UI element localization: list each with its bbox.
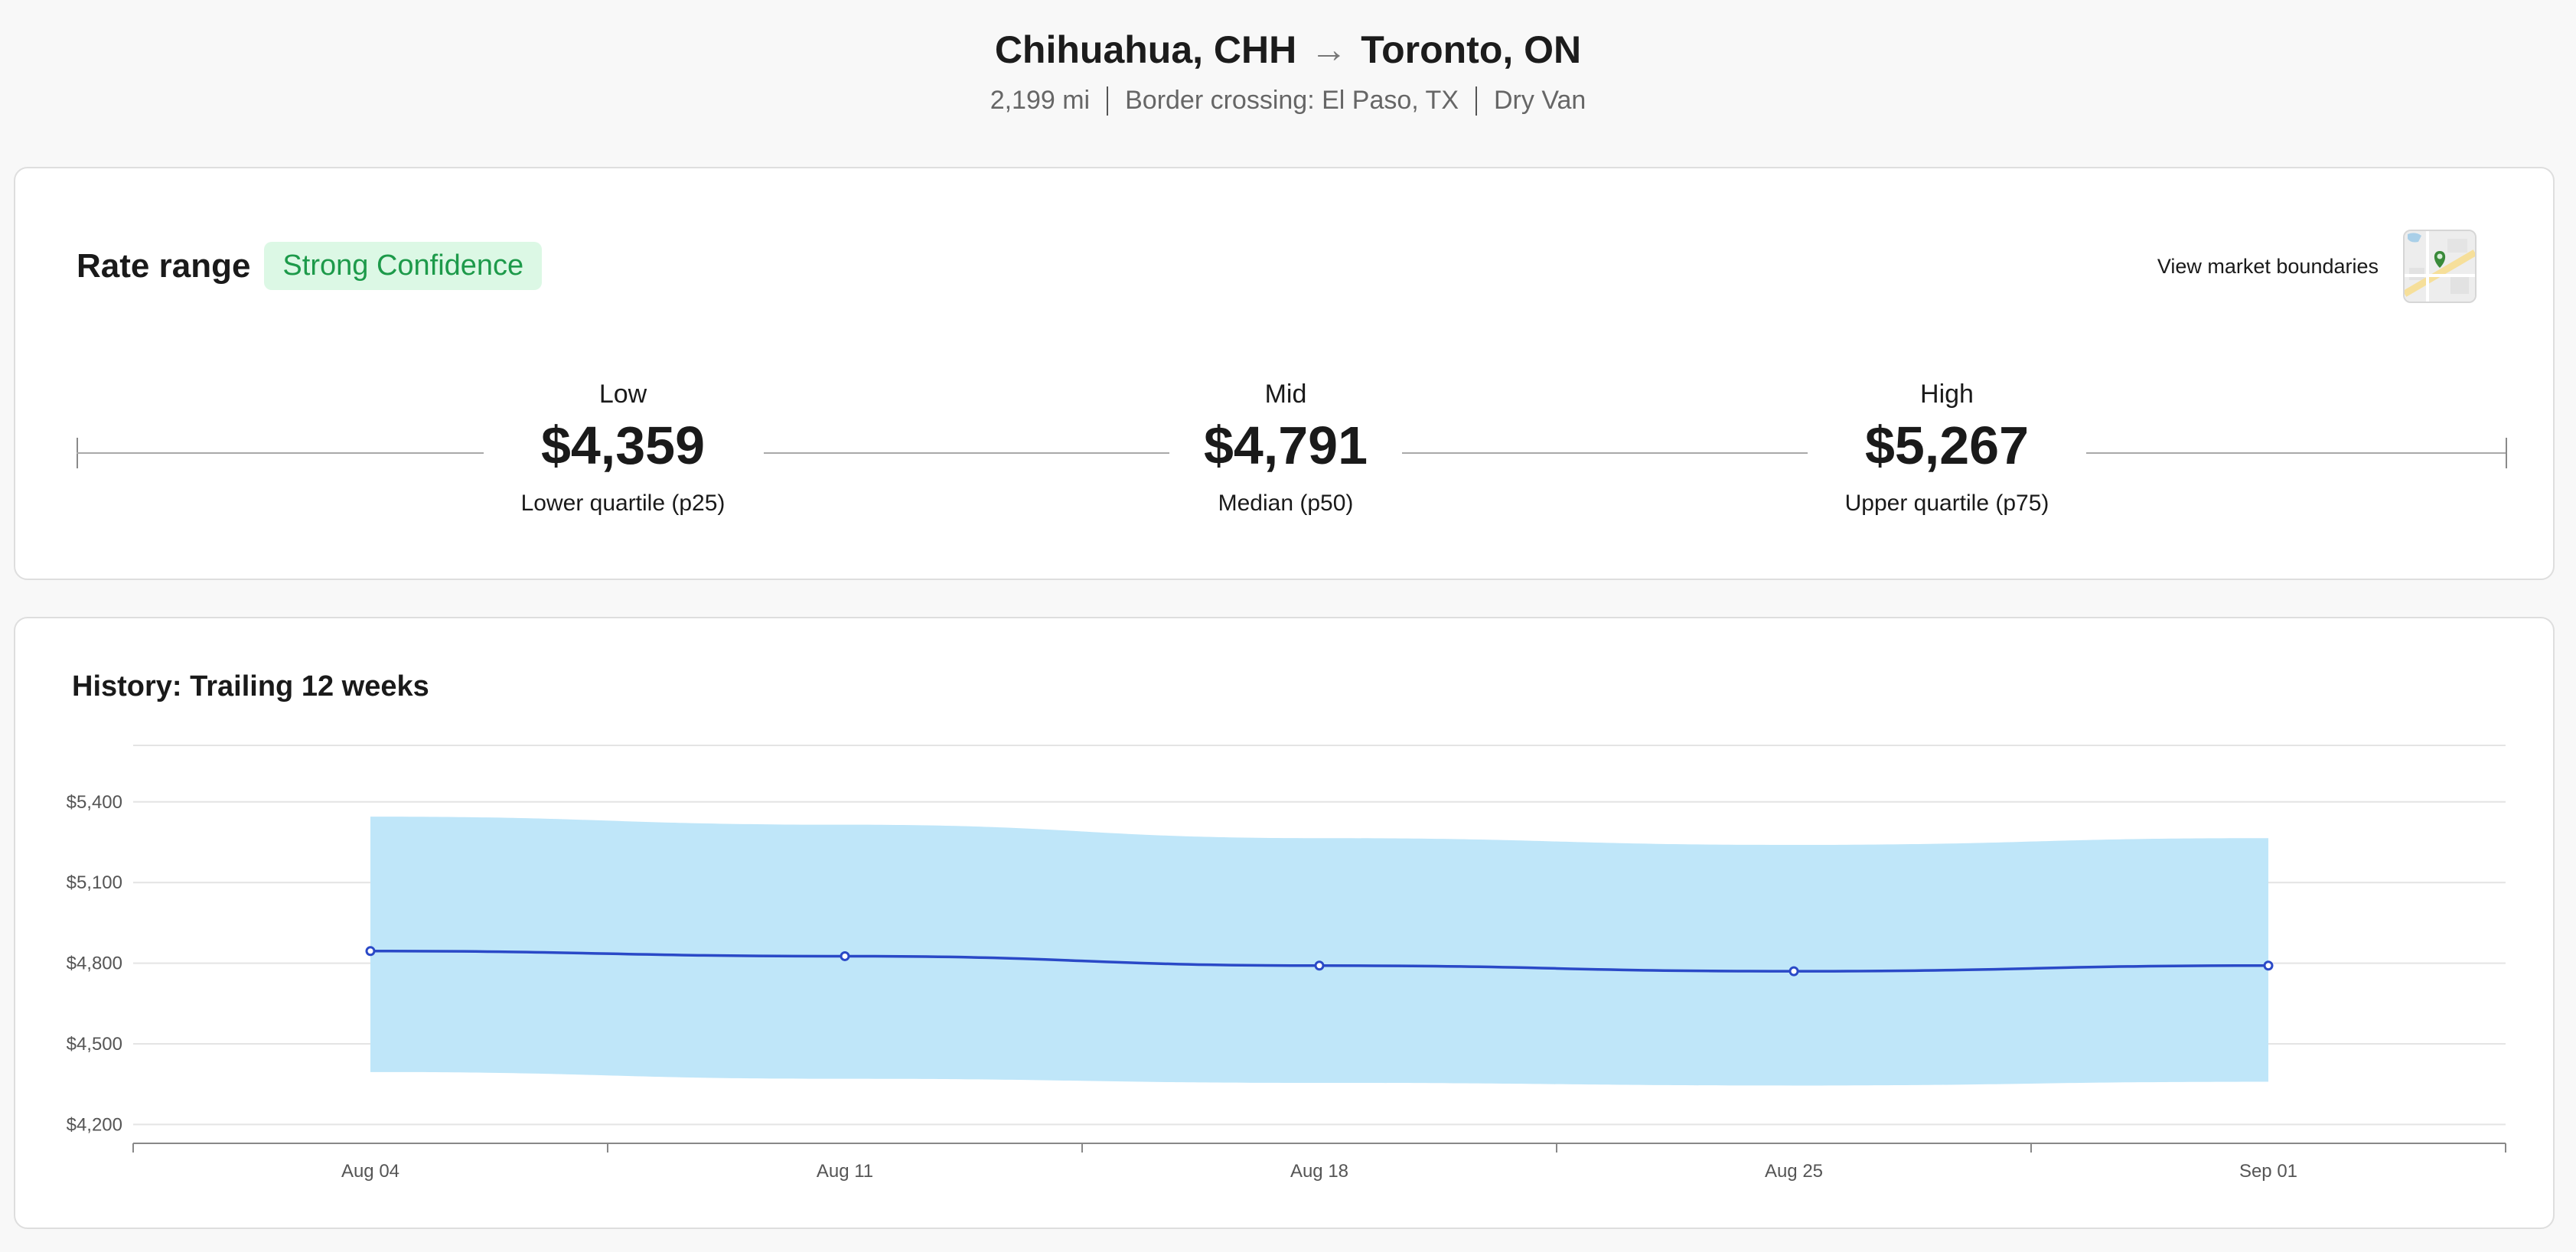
rate-range-title: Rate range — [77, 246, 251, 285]
meta-divider — [1475, 86, 1477, 116]
median-point — [1789, 966, 1799, 976]
x-tick-label: Aug 18 — [1290, 1161, 1348, 1182]
rate-high-value: $5,267 — [1864, 416, 2030, 475]
map-pin-thumbnail-icon[interactable] — [2403, 230, 2477, 303]
median-point — [2263, 960, 2274, 971]
route-meta: 2,199 mi Border crossing: El Paso, TX Dr… — [990, 86, 1586, 116]
arrow-right-icon: → — [1310, 29, 1348, 70]
rate-range-heading: Rate range Strong Confidence — [77, 242, 543, 290]
range-track — [2086, 452, 2506, 454]
meta-divider — [1107, 86, 1109, 116]
x-tick-label: Sep 01 — [2239, 1161, 2297, 1182]
y-tick-label: $4,200 — [67, 1114, 122, 1135]
range-track — [764, 452, 1169, 454]
destination-label: Toronto, ON — [1361, 28, 1582, 71]
route-header: Chihuahua, CHH → Toronto, ON 2,199 mi Bo… — [0, 28, 2576, 116]
rate-high: High $5,267 Upper quartile (p75) — [1794, 380, 2100, 517]
rate-mid-label: Mid — [1264, 380, 1307, 409]
median-point — [1314, 960, 1325, 971]
distance-text: 2,199 mi — [990, 86, 1091, 115]
view-market-boundaries-label[interactable]: View market boundaries — [2157, 254, 2379, 278]
y-tick-label: $5,400 — [67, 792, 122, 813]
history-title: History: Trailing 12 weeks — [72, 670, 429, 703]
y-tick-label: $4,500 — [67, 1034, 122, 1055]
route-title: Chihuahua, CHH → Toronto, ON — [995, 28, 1581, 72]
x-tick-label: Aug 25 — [1765, 1161, 1823, 1182]
rate-high-desc: Upper quartile (p75) — [1844, 491, 2049, 516]
rate-range-card: Rate range Strong Confidence View market… — [14, 167, 2555, 580]
median-point — [840, 950, 850, 961]
view-market-boundaries[interactable]: View market boundaries — [2157, 230, 2477, 303]
equipment-text: Dry Van — [1494, 86, 1586, 115]
origin-label: Chihuahua, CHH — [994, 28, 1297, 71]
border-crossing-text: Border crossing: El Paso, TX — [1125, 86, 1459, 115]
range-track — [1402, 452, 1808, 454]
rate-mid: Mid $4,791 Median (p50) — [1133, 380, 1439, 517]
x-tick-label: Aug 11 — [817, 1161, 873, 1182]
y-tick-label: $5,100 — [67, 872, 122, 893]
range-end-cap — [2506, 438, 2507, 468]
median-point — [365, 946, 376, 957]
confidence-badge: Strong Confidence — [264, 242, 543, 290]
y-tick-label: $4,800 — [67, 954, 122, 974]
rate-band-area — [370, 817, 2268, 1086]
rate-low-value: $4,359 — [540, 416, 706, 475]
range-track — [77, 452, 484, 454]
rate-high-label: High — [1920, 380, 1974, 409]
rate-low-desc: Lower quartile (p25) — [520, 491, 726, 516]
rate-mid-value: $4,791 — [1203, 416, 1368, 475]
rate-low: Low $4,359 Lower quartile (p25) — [470, 380, 776, 517]
history-card: History: Trailing 12 weeks $4,200 $4,500 $… — [14, 617, 2555, 1229]
x-tick-label: Aug 04 — [341, 1161, 399, 1182]
history-chart: $4,200 $4,500 $4,800 $5,100 $5,400 Aug 04 Aug … — [67, 745, 2506, 1182]
rate-mid-desc: Median (p50) — [1218, 491, 1354, 516]
rate-low-label: Low — [598, 380, 647, 409]
